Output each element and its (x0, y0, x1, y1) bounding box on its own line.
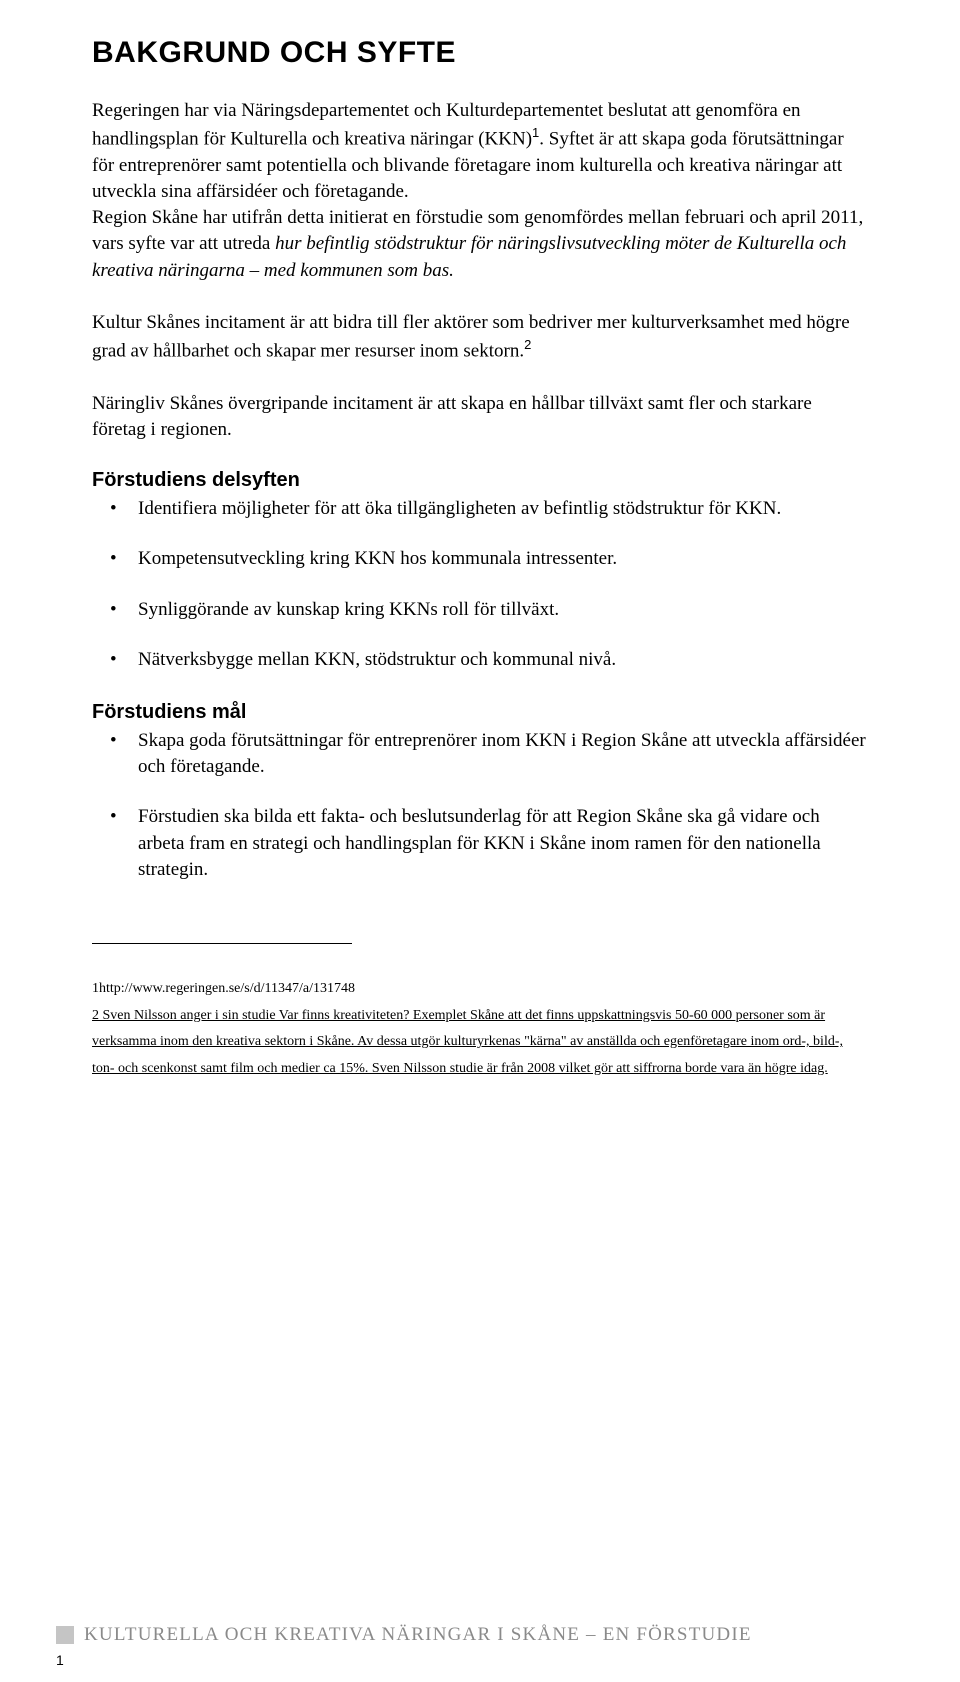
paragraph-2: Kultur Skånes incitament är att bidra ti… (92, 310, 868, 365)
list-item: Identifiera möjligheter för att öka till… (138, 496, 868, 522)
delsyften-list: Identifiera möjligheter för att öka till… (92, 496, 868, 673)
footer-line: KULTURELLA OCH KREATIVA NÄRINGAR I SKÅNE… (56, 1624, 868, 1646)
footnote-1: 1http://www.regeringen.se/s/d/11347/a/13… (92, 976, 868, 1003)
list-item: Nätverksbygge mellan KKN, stödstruktur o… (138, 647, 868, 673)
page-heading: BAKGRUND OCH SYFTE (92, 36, 868, 70)
footnote-2: 2 Sven Nilsson anger i sin studie Var fi… (92, 1003, 868, 1083)
subheading-mal: Förstudiens mål (92, 701, 868, 724)
page-footer: KULTURELLA OCH KREATIVA NÄRINGAR I SKÅNE… (56, 1624, 868, 1668)
p2-text-a: Kultur Skånes incitament är att bidra ti… (92, 312, 850, 362)
list-item: Synliggörande av kunskap kring KKNs roll… (138, 597, 868, 623)
page-number: 1 (56, 1652, 868, 1668)
footer-square-icon (56, 1626, 74, 1644)
footer-title: KULTURELLA OCH KREATIVA NÄRINGAR I SKÅNE… (84, 1624, 752, 1646)
paragraph-3: Näringliv Skånes övergripande incitament… (92, 391, 868, 443)
mal-list: Skapa goda förutsättningar för entrepren… (92, 728, 868, 883)
footnote-ref-2: 2 (524, 337, 531, 352)
list-item: Kompetensutveckling kring KKN hos kommun… (138, 546, 868, 572)
footnote-separator (92, 943, 352, 944)
list-item: Förstudien ska bilda ett fakta- och besl… (138, 804, 868, 883)
list-item: Skapa goda förutsättningar för entrepren… (138, 728, 868, 780)
footnote-block: 1http://www.regeringen.se/s/d/11347/a/13… (92, 976, 868, 1082)
paragraph-1: Regeringen har via Näringsdepartementet … (92, 98, 868, 284)
subheading-delsyften: Förstudiens delsyften (92, 469, 868, 492)
